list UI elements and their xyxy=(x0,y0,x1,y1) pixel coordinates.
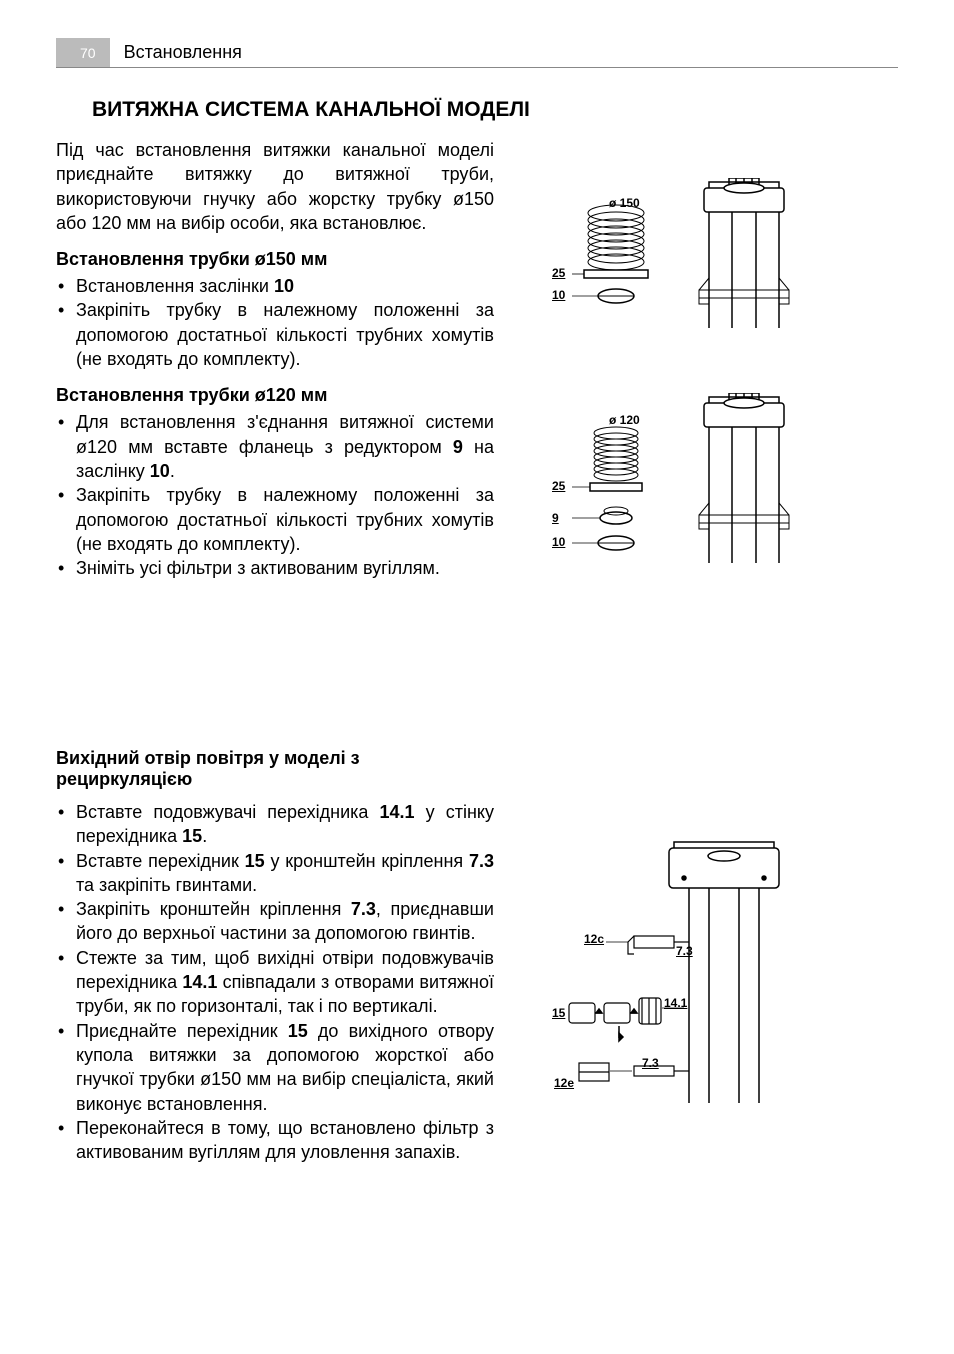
section1-right-column: ø 150 25 10 xyxy=(534,138,898,598)
section2-content: Вихідний отвір повітря у моделі з рецирк… xyxy=(56,748,898,1178)
list-item: Приєднайте перехідник 15 до вихідного от… xyxy=(56,1019,494,1116)
li-text: Закріпіть трубку в належному положенні з… xyxy=(76,485,494,554)
li-text: Закріпіть кронштейн кріплення xyxy=(76,899,351,919)
fig-label-12e: 12e xyxy=(554,1076,574,1090)
li-text: Вставте подовжувачі перехідника xyxy=(76,802,380,822)
fig-label-25: 25 xyxy=(552,479,565,493)
fig-label-14-1: 14.1 xyxy=(664,996,687,1010)
figure-recirc: 12c 7.3 15 14.1 12e 7.3 xyxy=(534,838,898,1123)
li-bold: 10 xyxy=(150,461,170,481)
li-text: Для встановлення з'єднання витяжної сист… xyxy=(76,412,494,456)
list-item: Встановлення заслінки 10 xyxy=(56,274,494,298)
fig-label-7-3b: 7.3 xyxy=(642,1056,659,1070)
page-number: 70 xyxy=(80,45,96,61)
figure-120-svg xyxy=(534,393,824,573)
list-item: Зніміть усі фільтри з активованим вугілл… xyxy=(56,556,494,580)
sub120-title: Встановлення трубки ø120 мм xyxy=(56,385,494,406)
sub150-list: Встановлення заслінки 10 Закріпіть трубк… xyxy=(56,274,494,371)
figure-120: ø 120 25 9 10 xyxy=(534,393,898,578)
section2-right-column: 12c 7.3 15 14.1 12e 7.3 xyxy=(534,748,898,1178)
figure-150: ø 150 25 10 xyxy=(534,178,898,343)
list-item: Стежте за тим, щоб вихідні отвіри подовж… xyxy=(56,946,494,1019)
list-item: Закріпіть трубку в належному положенні з… xyxy=(56,483,494,556)
li-text: Встановлення заслінки xyxy=(76,276,274,296)
fig-label-25: 25 xyxy=(552,266,565,280)
li-text: та закріпіть гвинтами. xyxy=(76,875,257,895)
list-item: Переконайтеся в тому, що встановлено філ… xyxy=(56,1116,494,1165)
fig-label-7-3a: 7.3 xyxy=(676,944,693,958)
li-bold: 14.1 xyxy=(182,972,217,992)
li-bold: 14.1 xyxy=(380,802,415,822)
li-bold: 15 xyxy=(245,851,265,871)
list-item: Вставте подовжувачі перехідника 14.1 у с… xyxy=(56,800,494,849)
page-number-box: 70 xyxy=(56,38,110,67)
fig-label-12c: 12c xyxy=(584,932,604,946)
li-bold: 7.3 xyxy=(351,899,376,919)
section2: Вихідний отвір повітря у моделі з рецирк… xyxy=(56,748,898,1178)
section1-title: ВИТЯЖНА СИСТЕМА КАНАЛЬНОЇ МОДЕЛІ xyxy=(92,98,898,122)
li-text: Приєднайте перехідник xyxy=(76,1021,288,1041)
fig-label-10: 10 xyxy=(552,535,565,549)
li-text: у кронштейн кріплення xyxy=(265,851,469,871)
li-bold: 10 xyxy=(274,276,294,296)
fig-label-9: 9 xyxy=(552,511,559,525)
list-item: Закріпіть кронштейн кріплення 7.3, приєд… xyxy=(56,897,494,946)
li-bold: 7.3 xyxy=(469,851,494,871)
list-item: Для встановлення з'єднання витяжної сист… xyxy=(56,410,494,483)
page-header: 70 Встановлення xyxy=(56,38,898,68)
section2-list: Вставте подовжувачі перехідника 14.1 у с… xyxy=(56,800,494,1164)
section2-title: Вихідний отвір повітря у моделі з рецирк… xyxy=(56,748,494,790)
li-bold: 15 xyxy=(182,826,202,846)
list-item: Вставте перехідник 15 у кронштейн кріпле… xyxy=(56,849,494,898)
section1-left-column: Під час встановлення витяжки канальної м… xyxy=(56,138,494,598)
sub150-title: Встановлення трубки ø150 мм xyxy=(56,249,494,270)
section2-left-column: Вихідний отвір повітря у моделі з рецирк… xyxy=(56,748,494,1178)
figure-150-svg xyxy=(534,178,824,338)
li-text: Вставте перехідник xyxy=(76,851,245,871)
fig-label-d150: ø 150 xyxy=(609,196,640,210)
header-section-name: Встановлення xyxy=(110,38,242,67)
figure-recirc-svg xyxy=(534,838,834,1118)
sub120-list: Для встановлення з'єднання витяжної сист… xyxy=(56,410,494,580)
li-text: . xyxy=(202,826,207,846)
li-text: Зніміть усі фільтри з активованим вугілл… xyxy=(76,558,440,578)
fig-label-15: 15 xyxy=(552,1006,565,1020)
li-bold: 9 xyxy=(453,437,463,457)
section1-content: Під час встановлення витяжки канальної м… xyxy=(56,138,898,598)
li-text: Закріпіть трубку в належному положенні з… xyxy=(76,300,494,369)
list-item: Закріпіть трубку в належному положенні з… xyxy=(56,298,494,371)
li-text: . xyxy=(170,461,175,481)
fig-label-d120: ø 120 xyxy=(609,413,640,427)
fig-label-10: 10 xyxy=(552,288,565,302)
li-bold: 15 xyxy=(288,1021,308,1041)
li-text: Переконайтеся в тому, що встановлено філ… xyxy=(76,1118,494,1162)
section1-intro: Під час встановлення витяжки канальної м… xyxy=(56,138,494,235)
